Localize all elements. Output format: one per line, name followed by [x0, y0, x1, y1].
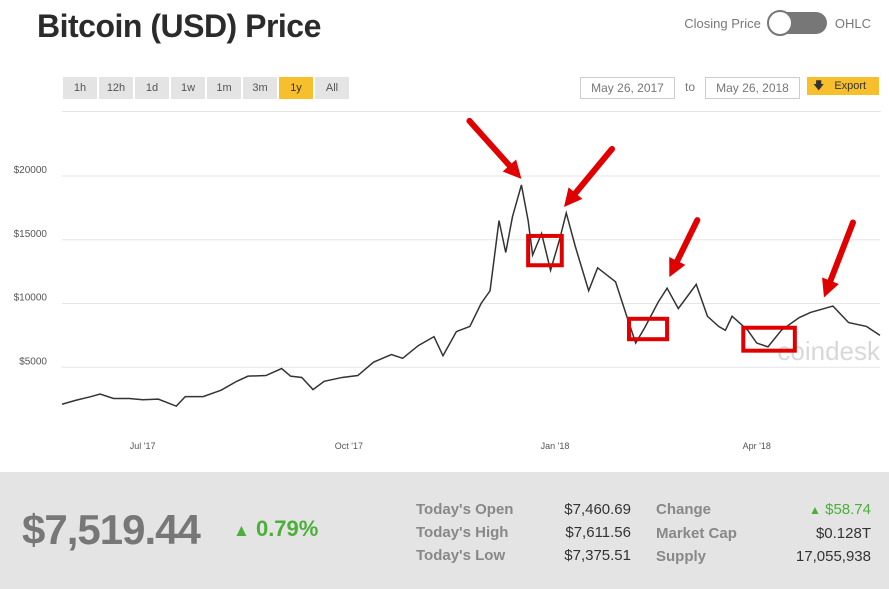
chart-mode-toggle[interactable] — [766, 10, 827, 36]
to-label: to — [685, 80, 696, 94]
range-1y[interactable]: 1y — [279, 77, 313, 99]
export-label: Export — [834, 80, 867, 92]
start-date-input[interactable]: May 26, 2017 — [580, 77, 675, 99]
x-tick-label: Oct '17 — [335, 441, 363, 451]
price-line — [61, 184, 881, 408]
stat-row: Today's High $7,611.56 — [416, 521, 631, 544]
x-tick-label: Jan '18 — [541, 441, 570, 451]
stat-value: $0.128T — [815, 525, 871, 542]
stat-row: Today's Low $7,375.51 — [416, 544, 631, 567]
annotation-arrowhead — [564, 187, 583, 207]
stat-value: ▲ $58.74 — [809, 498, 871, 522]
x-tick-label: Apr '18 — [743, 441, 771, 451]
y-tick-label: $5000 — [19, 356, 47, 367]
change-value: $58.74 — [825, 501, 871, 518]
end-date-input[interactable]: May 26, 2018 — [705, 77, 800, 99]
stats-right: Change ▲ $58.74 Market Cap $0.128T Supply 1… — [656, 498, 871, 568]
annotation-arrow — [569, 145, 616, 200]
stat-value: 17,055,938 — [795, 548, 871, 565]
stat-value: $7,375.51 — [564, 547, 631, 564]
export-button[interactable]: 🡇 Export — [807, 77, 879, 95]
stat-label: Supply — [656, 548, 707, 565]
price-chart[interactable]: $5000 $10000 $15000 $20000 Jul '17 Oct '17 Jan… — [0, 112, 889, 472]
annotation-arrow — [826, 219, 856, 288]
up-triangle-icon: ▲ — [233, 521, 250, 540]
current-price: $7,519.44 — [22, 506, 201, 553]
annotation-box — [626, 316, 670, 342]
closing-price-label: Closing Price — [684, 15, 761, 31]
toggle-knob — [766, 10, 793, 36]
range-1w[interactable]: 1w — [171, 77, 205, 99]
range-1h[interactable]: 1h — [63, 77, 97, 99]
y-tick-label: $20000 — [14, 165, 48, 176]
change-percent: ▲ 0.79% — [233, 516, 318, 542]
stat-row: Market Cap $0.128T — [656, 522, 871, 545]
annotation-arrow — [672, 217, 701, 268]
chart-mode-toggle-group: Closing Price OHLC — [684, 10, 871, 36]
annotation-box — [526, 233, 564, 268]
download-arrow-icon: 🡇 — [813, 79, 825, 92]
range-buttons: 1h 12h 1d 1w 1m 3m 1y All — [63, 77, 349, 99]
stat-label: Change — [656, 501, 712, 518]
range-12h[interactable]: 12h — [99, 77, 133, 99]
stat-label: Today's High — [416, 524, 509, 541]
range-all[interactable]: All — [315, 77, 349, 99]
stat-label: Today's Open — [416, 501, 514, 518]
change-percent-value: 0.79% — [255, 516, 319, 541]
ohlc-label: OHLC — [834, 15, 871, 31]
stat-row: Today's Open $7,460.69 — [416, 498, 631, 521]
up-triangle-icon: ▲ — [809, 503, 821, 517]
stat-row: Change ▲ $58.74 — [656, 498, 871, 522]
stat-value: $7,611.56 — [565, 524, 631, 541]
annotation-arrow — [466, 117, 516, 172]
page-title: Bitcoin (USD) Price — [37, 8, 321, 44]
range-1m[interactable]: 1m — [207, 77, 241, 99]
stat-label: Market Cap — [656, 525, 737, 542]
stats-left: Today's Open $7,460.69 Today's High $7,611… — [416, 498, 631, 567]
annotation-arrowhead — [822, 277, 839, 298]
y-tick-label: $10000 — [14, 293, 48, 304]
stat-value: $7,460.69 — [564, 501, 631, 518]
annotation-arrowhead — [669, 256, 686, 278]
annotation-box — [741, 325, 797, 353]
stat-row: Supply 17,055,938 — [656, 545, 871, 568]
x-tick-label: Jul '17 — [130, 441, 156, 451]
range-1d[interactable]: 1d — [135, 77, 169, 99]
divider — [62, 111, 881, 112]
summary-panel: $7,519.44 ▲ 0.79% Today's Open $7,460.69 … — [0, 472, 889, 589]
annotation-arrowhead — [502, 159, 522, 179]
stat-label: Today's Low — [416, 547, 506, 564]
y-tick-label: $15000 — [14, 229, 48, 240]
range-3m[interactable]: 3m — [243, 77, 277, 99]
